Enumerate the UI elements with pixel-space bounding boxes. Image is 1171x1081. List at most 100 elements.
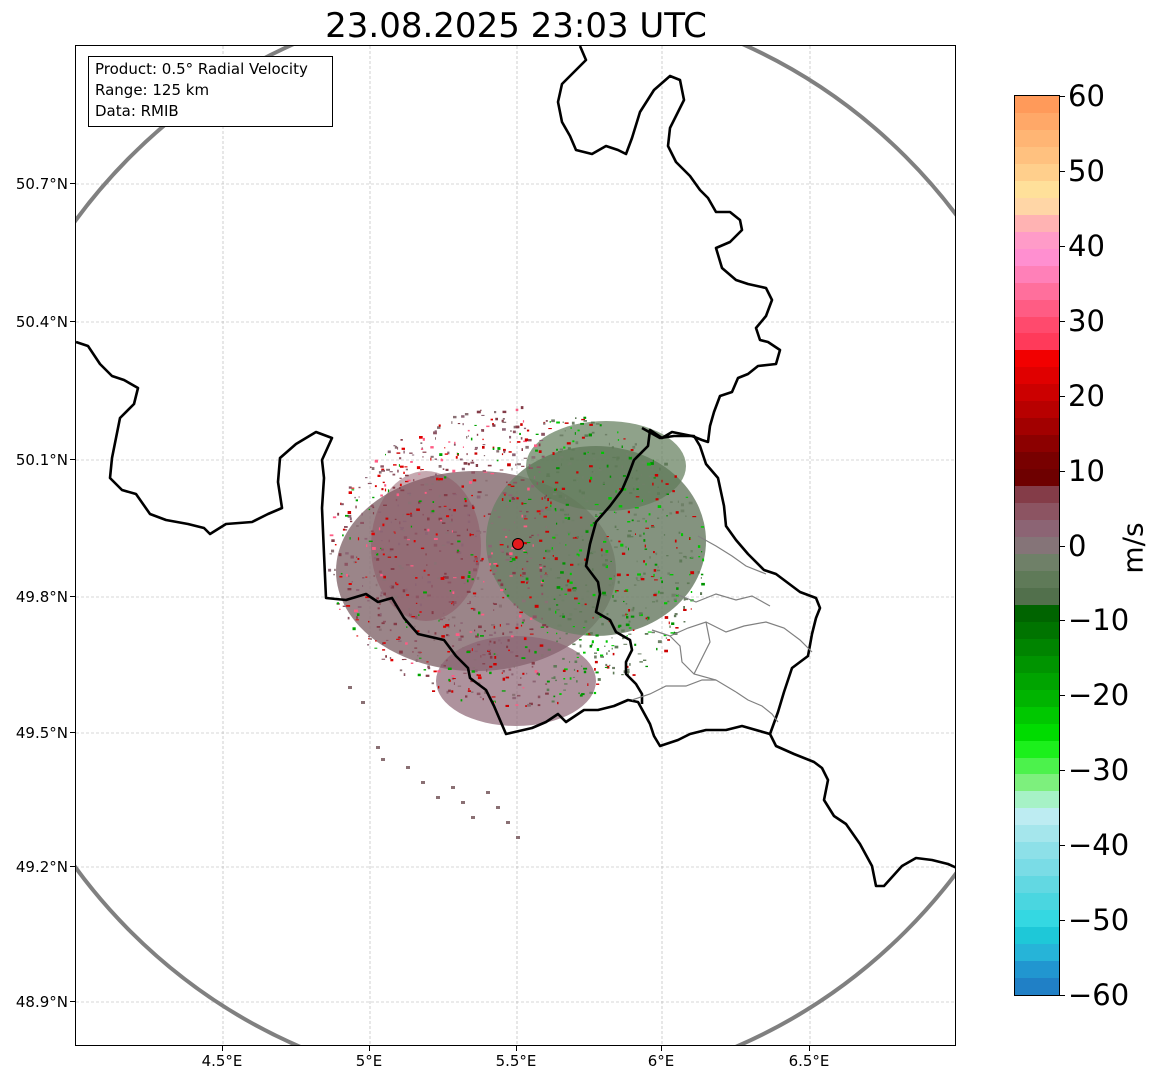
colorbar-band [1015, 248, 1059, 267]
radar-echo-pixel [525, 577, 529, 581]
radar-echo-pixel [477, 674, 481, 677]
radar-echo-pixel [541, 432, 545, 436]
radar-echo-pixel [394, 518, 397, 520]
radar-echo-pixel [432, 690, 436, 692]
radar-echo-pixel [657, 492, 660, 495]
radar-echo-pixel [536, 672, 539, 675]
radar-echo-pixel [651, 631, 655, 634]
radar-echo-pixel [571, 449, 575, 451]
radar-echo-pixel [357, 606, 362, 608]
radar-echo-pixel [541, 592, 544, 596]
radar-echo-pixel [480, 588, 484, 590]
radar-echo-pixel [493, 609, 495, 611]
radar-echo-pixel [609, 664, 611, 666]
radar-echo-pixel [637, 653, 642, 655]
radar-echo-pixel [565, 503, 569, 506]
radar-echo-pixel [452, 531, 457, 533]
radar-echo-pixel [667, 639, 670, 641]
radar-echo-pixel [582, 496, 585, 499]
radar-echo-pixel [499, 624, 501, 627]
radar-echo-pixel [553, 598, 556, 600]
radar-echo-pixel [632, 485, 635, 487]
radar-echo-pixel [605, 550, 609, 553]
radar-echo-pixel [601, 554, 603, 557]
radar-echo-pixel [628, 627, 632, 629]
lat-tick-label: 49.2°N [15, 858, 68, 876]
radar-echo-pixel [379, 613, 382, 616]
radar-echo-pixel [639, 534, 642, 537]
radar-echo-pixel [493, 663, 497, 666]
radar-echo-pixel [376, 574, 379, 578]
radar-echo-pixel [389, 585, 392, 588]
radar-echo-pixel [596, 589, 599, 593]
radar-echo-pixel [520, 423, 523, 426]
radar-echo-pixel [400, 465, 404, 468]
radar-echo-pixel [508, 494, 513, 497]
radar-echo-pixel [461, 467, 465, 471]
radar-echo-pixel [657, 505, 662, 508]
radar-site-marker [512, 538, 524, 550]
radar-echo-pixel [522, 572, 526, 575]
radar-echo-pixel [595, 598, 599, 602]
radar-echo-pixel [637, 479, 640, 483]
radar-echo-pixel [490, 522, 494, 524]
radar-echo-pixel [511, 467, 513, 471]
colorbar-band [1015, 316, 1059, 335]
radar-echo-pixel [464, 499, 467, 503]
radar-echo-pixel [578, 554, 580, 557]
radar-echo-pixel [508, 668, 512, 671]
radar-echo-pixel [461, 801, 465, 804]
province-borders [631, 535, 813, 723]
radar-echo-pixel [499, 544, 504, 546]
radar-echo-pixel [659, 467, 661, 471]
radar-echo-pixel [448, 618, 450, 621]
radar-echo-pixel [535, 449, 538, 452]
radar-echo-pixel [474, 446, 478, 449]
radar-echo-pixel [372, 512, 375, 515]
radar-echo-pixel [648, 475, 652, 478]
radar-echo-pixel [657, 640, 662, 644]
lon-tick-mark [661, 1046, 662, 1051]
radar-echo-pixel [611, 645, 615, 647]
radar-echo-pixel [474, 595, 476, 597]
radar-echo-pixel [451, 602, 453, 605]
radar-echo-pixel [454, 624, 456, 627]
radar-echo-pixel [538, 471, 541, 473]
radar-echo-pixel [546, 631, 549, 634]
radar-echo-pixel [602, 481, 605, 485]
radar-echo-pixel [622, 488, 627, 491]
colorbar-band [1015, 723, 1059, 742]
radar-echo-pixel [632, 445, 636, 449]
radar-echo-pixel [509, 561, 513, 563]
radar-echo-pixel [612, 582, 614, 585]
radar-echo-pixel [438, 506, 442, 508]
radar-echo-pixel [439, 513, 441, 515]
radar-echo-pixel [591, 421, 595, 424]
radar-map[interactable] [75, 45, 956, 1046]
radar-echo-pixel [446, 659, 448, 661]
radar-echo-pixel [402, 520, 407, 523]
radar-echo-pixel [546, 475, 551, 477]
radar-echo-pixel [487, 513, 491, 515]
radar-echo-pixel [405, 474, 409, 477]
radar-echo-pixel [535, 433, 539, 435]
radar-echo-pixel [414, 532, 418, 535]
radar-echo-pixel [568, 554, 571, 556]
radar-echo-pixel [522, 420, 525, 423]
radar-echo-pixel [582, 627, 586, 629]
radar-echo-pixel [493, 631, 497, 634]
radar-echo-pixel [399, 483, 402, 487]
radar-echo-pixel [523, 503, 527, 505]
radar-echo-pixel [620, 543, 624, 547]
radar-echo-pixel [492, 447, 495, 450]
radar-echo-pixel [508, 451, 512, 453]
colorbar-band [1015, 367, 1059, 386]
radar-echo-pixel [433, 543, 438, 547]
lat-tick-label: 50.1°N [15, 451, 68, 469]
colorbar-band [1015, 435, 1059, 454]
radar-echo-pixel [502, 418, 505, 420]
radar-echo-pixel [458, 551, 462, 554]
radar-echo-pixel [559, 637, 561, 639]
radar-echo-pixel [455, 456, 458, 459]
radar-echo-pixel [368, 540, 373, 542]
